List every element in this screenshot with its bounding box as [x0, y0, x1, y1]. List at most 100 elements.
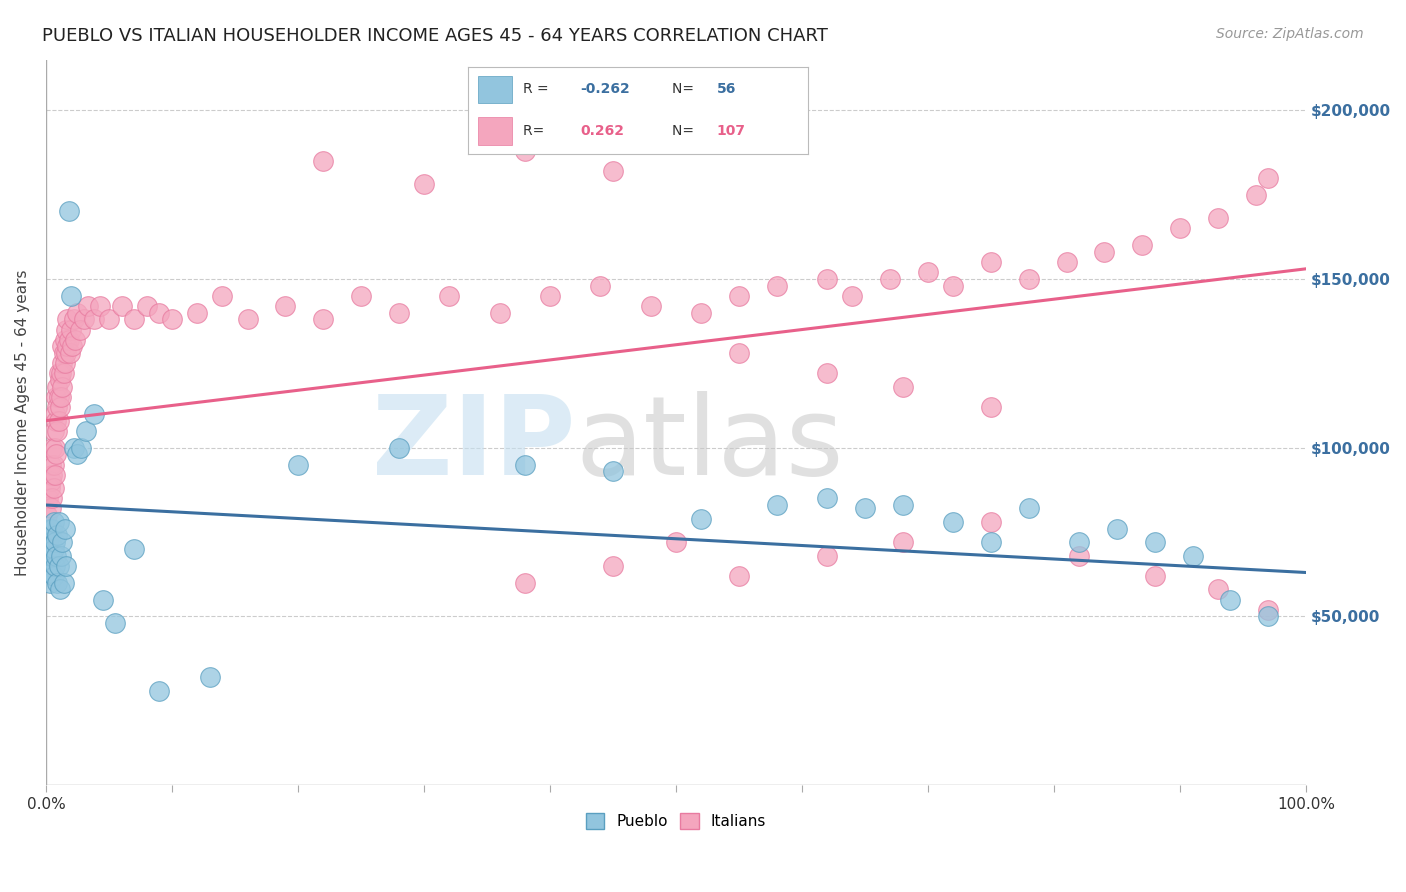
Point	[1130, 238, 1153, 252]
Point	[602, 464, 624, 478]
Point	[98, 312, 121, 326]
Point	[46, 400, 69, 414]
Point	[66, 306, 89, 320]
Point	[1168, 221, 1191, 235]
Point	[1244, 187, 1267, 202]
Point	[513, 144, 536, 158]
Point	[44, 467, 66, 482]
Point	[51, 339, 73, 353]
Point	[41, 549, 63, 563]
Point	[45, 447, 67, 461]
Point	[60, 322, 83, 336]
Point	[891, 498, 914, 512]
Point	[513, 458, 536, 472]
Point	[56, 339, 79, 353]
Point	[39, 501, 62, 516]
Y-axis label: Householder Income Ages 45 - 64 years: Householder Income Ages 45 - 64 years	[15, 269, 30, 575]
Point	[350, 289, 373, 303]
Point	[52, 367, 75, 381]
Point	[388, 306, 411, 320]
Point	[76, 299, 98, 313]
Point	[83, 407, 105, 421]
Point	[66, 447, 89, 461]
Point	[1257, 609, 1279, 624]
Point	[75, 424, 97, 438]
Point	[48, 515, 70, 529]
Point	[39, 535, 62, 549]
Point	[70, 441, 93, 455]
Point	[148, 306, 170, 320]
Point	[53, 333, 76, 347]
Text: ZIP: ZIP	[371, 391, 575, 498]
Point	[1069, 535, 1091, 549]
Point	[37, 558, 59, 573]
Point	[49, 582, 72, 597]
Point	[1069, 549, 1091, 563]
Point	[42, 458, 65, 472]
Point	[89, 299, 111, 313]
Point	[1018, 272, 1040, 286]
Point	[513, 575, 536, 590]
Point	[765, 278, 787, 293]
Point	[110, 299, 132, 313]
Point	[44, 558, 66, 573]
Point	[59, 346, 82, 360]
Point	[55, 558, 77, 573]
Point	[41, 441, 63, 455]
Point	[160, 312, 183, 326]
Point	[728, 346, 751, 360]
Point	[388, 441, 411, 455]
Point	[48, 367, 70, 381]
Point	[198, 670, 221, 684]
Point	[42, 569, 65, 583]
Point	[39, 475, 62, 489]
Point	[236, 312, 259, 326]
Point	[58, 204, 80, 219]
Point	[413, 178, 436, 192]
Point	[73, 312, 96, 326]
Point	[765, 498, 787, 512]
Point	[690, 306, 713, 320]
Point	[980, 535, 1002, 549]
Point	[589, 278, 612, 293]
Point	[437, 289, 460, 303]
Point	[48, 390, 70, 404]
Point	[62, 441, 84, 455]
Point	[1092, 244, 1115, 259]
Point	[52, 346, 75, 360]
Point	[42, 481, 65, 495]
Point	[46, 380, 69, 394]
Point	[45, 414, 67, 428]
Point	[49, 373, 72, 387]
Point	[879, 272, 901, 286]
Point	[122, 312, 145, 326]
Point	[815, 491, 838, 506]
Text: PUEBLO VS ITALIAN HOUSEHOLDER INCOME AGES 45 - 64 YEARS CORRELATION CHART: PUEBLO VS ITALIAN HOUSEHOLDER INCOME AGE…	[42, 27, 828, 45]
Point	[55, 346, 77, 360]
Point	[49, 367, 72, 381]
Point	[1206, 211, 1229, 226]
Point	[690, 511, 713, 525]
Point	[41, 522, 63, 536]
Point	[38, 549, 60, 563]
Point	[63, 333, 86, 347]
Point	[48, 558, 70, 573]
Point	[287, 458, 309, 472]
Point	[83, 312, 105, 326]
Point	[39, 566, 62, 580]
Point	[37, 491, 59, 506]
Point	[1018, 501, 1040, 516]
Point	[728, 569, 751, 583]
Point	[46, 528, 69, 542]
Point	[48, 414, 70, 428]
Point	[815, 272, 838, 286]
Point	[49, 400, 72, 414]
Point	[62, 312, 84, 326]
Point	[44, 407, 66, 421]
Point	[312, 312, 335, 326]
Point	[602, 164, 624, 178]
Point	[38, 524, 60, 539]
Point	[42, 424, 65, 438]
Point	[1219, 592, 1241, 607]
Point	[104, 616, 127, 631]
